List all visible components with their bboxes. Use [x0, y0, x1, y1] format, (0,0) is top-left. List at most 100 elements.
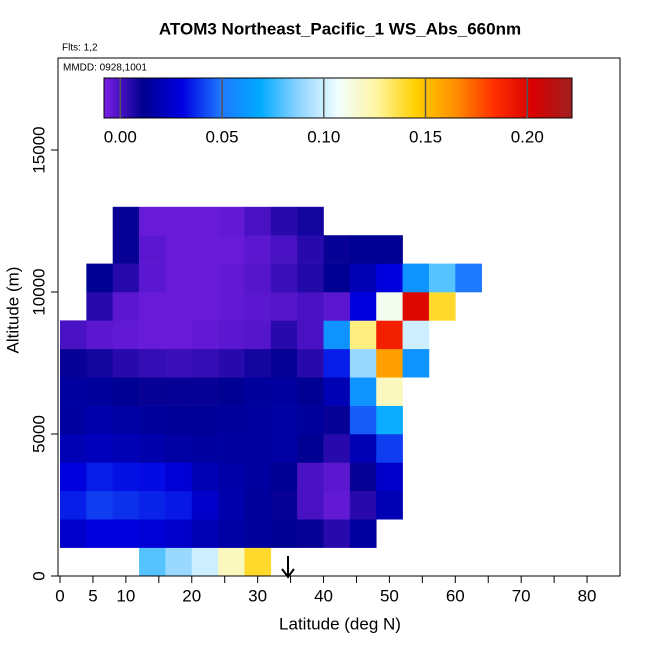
heat-cell — [270, 405, 298, 435]
heat-cell — [349, 377, 377, 406]
heat-cell — [165, 348, 193, 378]
heat-cell — [165, 519, 193, 548]
heat-cell — [86, 292, 114, 321]
heat-cell — [323, 462, 351, 492]
heat-cell — [323, 434, 351, 463]
heat-cell — [60, 490, 87, 520]
colorbar-tick-label: 0.15 — [409, 127, 442, 146]
heat-cell — [270, 292, 298, 321]
heat-cell — [112, 490, 140, 520]
heat-cell — [376, 320, 403, 350]
heat-cell — [165, 490, 193, 520]
heat-cell — [376, 405, 403, 435]
heat-cell — [165, 462, 193, 492]
colorbar-tick-label: 0.00 — [104, 127, 137, 146]
heat-cell — [244, 320, 272, 350]
heat-cell — [323, 292, 351, 321]
heat-cell — [270, 206, 298, 236]
y-axis-label: Altitude (m) — [3, 267, 22, 354]
heat-cell — [297, 348, 324, 378]
heat-cell — [191, 405, 219, 435]
x-tick-label: 80 — [578, 586, 597, 605]
heat-cell — [244, 547, 272, 577]
heat-cell — [455, 263, 482, 293]
heat-cell — [244, 348, 272, 378]
heat-cell — [165, 377, 193, 406]
heat-cell — [218, 462, 245, 492]
heat-cell — [297, 462, 324, 492]
x-tick-label: 5 — [88, 586, 97, 605]
heat-cell — [376, 490, 403, 520]
heat-cell — [323, 405, 351, 435]
heat-cell — [244, 434, 272, 463]
heat-cell — [165, 320, 193, 350]
heat-cell — [402, 348, 430, 378]
heat-cell — [218, 490, 245, 520]
heat-cell — [244, 377, 272, 406]
heat-cell — [139, 462, 166, 492]
heat-cell — [191, 263, 219, 293]
heat-cell — [349, 434, 377, 463]
heat-cell — [112, 263, 140, 293]
heat-cell — [218, 434, 245, 463]
heat-cell — [191, 519, 219, 548]
x-tick-label: 30 — [248, 586, 267, 605]
heat-cell — [349, 490, 377, 520]
heat-cell — [297, 235, 324, 264]
heat-cell — [376, 377, 403, 406]
heat-cell — [270, 377, 298, 406]
heat-cell — [218, 235, 245, 264]
colorbar-tick-label: 0.20 — [511, 127, 544, 146]
y-tick-label: 10000 — [29, 268, 48, 315]
heat-cell — [270, 263, 298, 293]
x-tick-label: 20 — [182, 586, 201, 605]
x-tick-label: 40 — [314, 586, 333, 605]
heat-cell — [60, 348, 87, 378]
heat-cell — [165, 206, 193, 236]
heat-cell — [323, 377, 351, 406]
heat-cell — [165, 292, 193, 321]
heat-cell — [297, 292, 324, 321]
heat-cell — [270, 519, 298, 548]
heat-cell — [60, 377, 87, 406]
x-tick-label: 50 — [380, 586, 399, 605]
heat-cell — [297, 377, 324, 406]
heat-cell — [270, 462, 298, 492]
x-tick-label: 60 — [446, 586, 465, 605]
heat-cell — [297, 320, 324, 350]
plot-frame — [57, 57, 621, 577]
heat-cell — [297, 490, 324, 520]
heat-cell — [191, 547, 219, 577]
heat-cell — [86, 263, 114, 293]
heat-cell — [323, 235, 351, 264]
heat-cell — [244, 235, 272, 264]
heat-cell — [218, 405, 245, 435]
y-tick-label: 5000 — [29, 415, 48, 453]
heat-cell — [270, 235, 298, 264]
heat-cell — [297, 405, 324, 435]
heat-cell — [297, 263, 324, 293]
heat-cell — [112, 405, 140, 435]
heat-cell — [60, 320, 87, 350]
plot-area — [60, 206, 482, 577]
heat-cell — [323, 320, 351, 350]
heat-cell — [139, 547, 166, 577]
heat-cell — [323, 490, 351, 520]
heat-cell — [165, 547, 193, 577]
heat-cell — [191, 206, 219, 236]
heat-cell — [323, 348, 351, 378]
heat-cell — [376, 348, 403, 378]
heat-cell — [218, 206, 245, 236]
heat-cell — [112, 377, 140, 406]
heat-cell — [244, 263, 272, 293]
heat-cell — [165, 405, 193, 435]
heat-cell — [60, 434, 87, 463]
colorbar — [103, 77, 573, 119]
heat-cell — [218, 320, 245, 350]
heat-cell — [428, 263, 456, 293]
heat-cell — [349, 263, 377, 293]
heat-cell — [376, 235, 403, 264]
heat-cell — [402, 320, 430, 350]
heat-cell — [270, 490, 298, 520]
